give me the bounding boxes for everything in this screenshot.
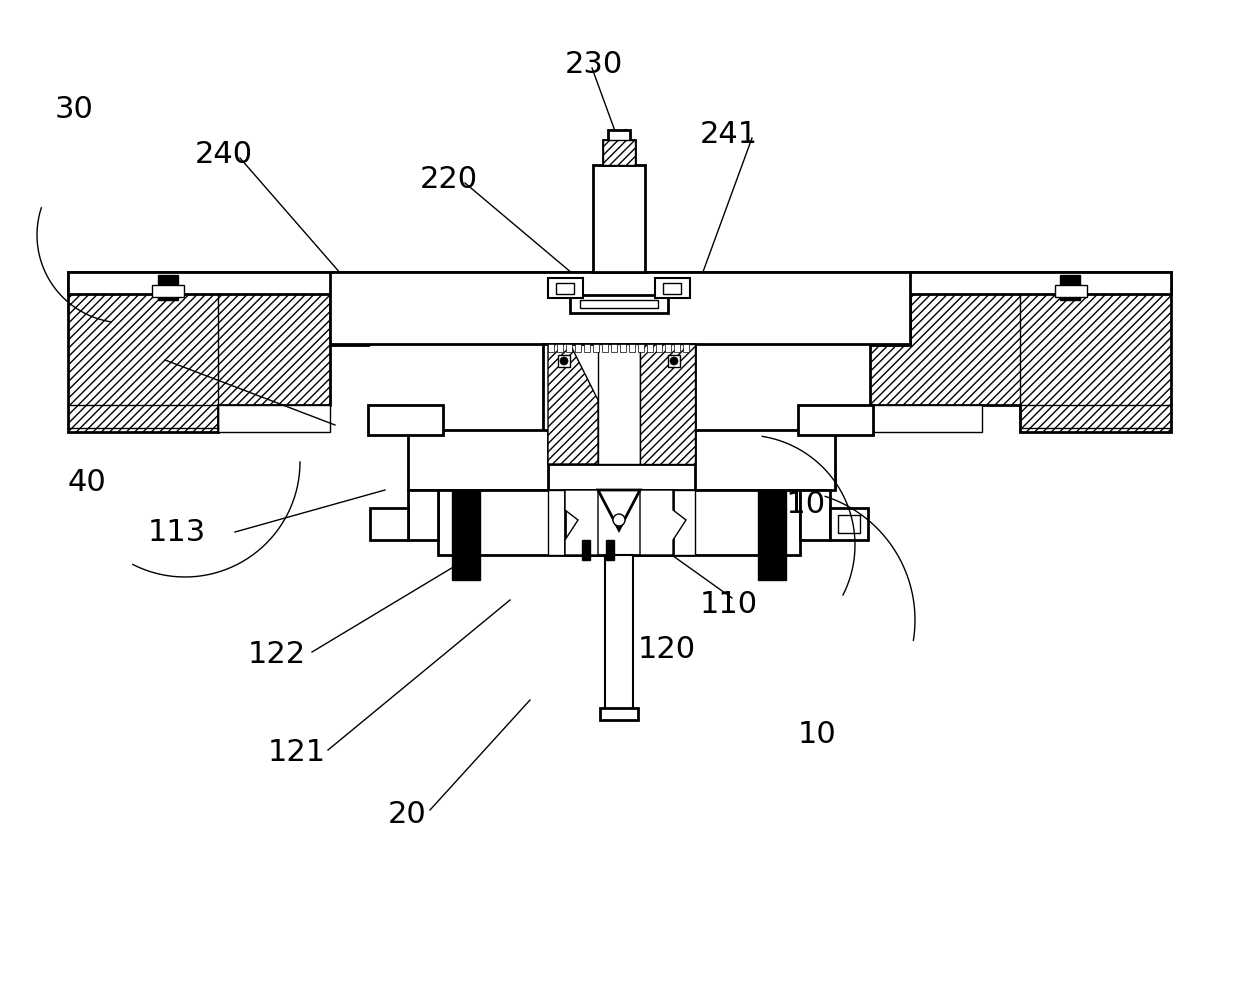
Circle shape [670, 357, 678, 365]
Bar [152, 285, 185, 297]
Bar [566, 344, 572, 352]
Bar [655, 344, 662, 352]
Bar [370, 508, 408, 540]
Bar [655, 278, 690, 298]
Bar [570, 295, 668, 313]
Bar [800, 490, 830, 540]
Bar [543, 344, 695, 464]
Circle shape [613, 514, 624, 526]
Bar [408, 490, 439, 540]
Bar [548, 344, 554, 352]
Text: 122: 122 [248, 640, 306, 669]
Text: 10: 10 [798, 720, 836, 749]
Bar [683, 344, 689, 352]
Bar [600, 708, 638, 720]
Bar [582, 540, 590, 560]
Bar [558, 355, 570, 367]
Bar [598, 344, 641, 464]
Text: 210: 210 [768, 490, 826, 519]
Text: 230: 230 [565, 50, 623, 79]
Bar [695, 430, 835, 490]
Text: 220: 220 [420, 165, 478, 194]
Circle shape [560, 357, 567, 365]
Bar [838, 515, 860, 533]
Polygon shape [598, 490, 641, 530]
Bar [870, 405, 983, 432]
Bar [584, 344, 590, 352]
Text: 20: 20 [388, 800, 426, 829]
Bar [830, 508, 869, 540]
Polygon shape [548, 344, 598, 464]
Bar [647, 344, 653, 352]
Bar [452, 490, 479, 580]
Bar [870, 294, 909, 345]
Text: 241: 241 [700, 120, 758, 149]
Bar [558, 344, 563, 352]
Bar [330, 294, 370, 345]
Bar [548, 278, 584, 298]
Bar [218, 405, 330, 432]
Bar [608, 130, 629, 142]
Polygon shape [68, 272, 368, 432]
Polygon shape [641, 490, 695, 555]
Bar [665, 344, 672, 352]
Text: 120: 120 [638, 635, 696, 664]
Polygon shape [603, 140, 636, 165]
Bar [758, 490, 786, 580]
Text: 113: 113 [147, 518, 206, 547]
Bar [575, 344, 581, 352]
Bar [368, 405, 444, 435]
Polygon shape [408, 430, 548, 490]
Bar [593, 165, 646, 272]
Text: 110: 110 [700, 590, 758, 619]
Bar [1054, 285, 1087, 297]
Text: 30: 30 [55, 95, 94, 124]
Bar [1061, 275, 1080, 300]
Polygon shape [641, 490, 686, 555]
Bar [556, 283, 574, 294]
Bar [68, 272, 1171, 294]
Text: 40: 40 [68, 468, 107, 497]
Bar [580, 300, 658, 308]
Polygon shape [565, 490, 598, 555]
Bar [602, 344, 608, 352]
Bar [668, 355, 680, 367]
Bar [603, 140, 636, 165]
Bar [638, 344, 644, 352]
Bar [159, 275, 178, 300]
Bar [798, 405, 873, 435]
Bar [663, 283, 681, 294]
Polygon shape [695, 430, 835, 490]
Bar [606, 540, 615, 560]
Text: 240: 240 [195, 140, 253, 169]
Polygon shape [548, 490, 598, 555]
Bar [593, 344, 598, 352]
Bar [368, 405, 408, 435]
Bar [605, 555, 633, 710]
Bar [674, 344, 680, 352]
Bar [620, 344, 626, 352]
Polygon shape [870, 272, 1171, 432]
Bar [330, 272, 909, 344]
Bar [611, 344, 617, 352]
Bar [408, 430, 548, 490]
Bar [833, 405, 873, 435]
Polygon shape [641, 344, 695, 464]
Text: 121: 121 [268, 738, 326, 767]
Bar [439, 490, 800, 555]
Bar [629, 344, 636, 352]
Bar [565, 490, 673, 555]
